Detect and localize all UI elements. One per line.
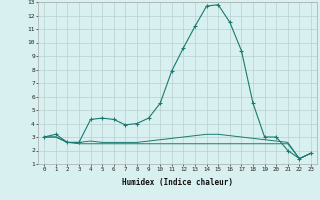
X-axis label: Humidex (Indice chaleur): Humidex (Indice chaleur) [122,178,233,187]
